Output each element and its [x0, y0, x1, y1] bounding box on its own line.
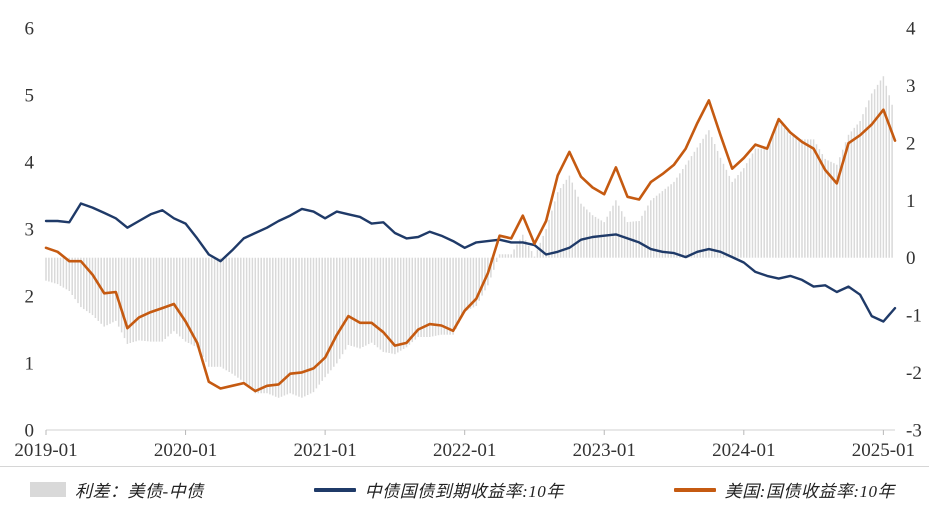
- svg-text:2022-01: 2022-01: [433, 440, 496, 461]
- us-yield-line: [44, 99, 897, 393]
- svg-text:0: 0: [25, 421, 35, 442]
- spread-bar-swatch: [30, 482, 66, 497]
- svg-text:0: 0: [906, 248, 916, 269]
- svg-text:-1: -1: [906, 306, 922, 327]
- svg-text:2: 2: [906, 133, 916, 154]
- china-yield-line: [44, 202, 897, 323]
- legend-label-china-yield: 中债国债到期收益率:10年: [364, 482, 564, 501]
- svg-text:6: 6: [25, 19, 35, 40]
- svg-text:4: 4: [25, 153, 35, 174]
- svg-text:2020-01: 2020-01: [154, 440, 217, 461]
- svg-text:2019-01: 2019-01: [14, 440, 77, 461]
- svg-text:3: 3: [25, 220, 35, 241]
- svg-text:2: 2: [25, 287, 35, 308]
- svg-text:1: 1: [906, 191, 916, 212]
- svg-text:5: 5: [25, 86, 35, 107]
- svg-text:-2: -2: [906, 363, 922, 384]
- svg-text:-3: -3: [906, 421, 922, 442]
- legend-item-china-yield: 中债国债到期收益率:10年: [313, 477, 564, 502]
- us-line-swatch: [673, 487, 716, 492]
- svg-text:2025-01: 2025-01: [852, 440, 915, 461]
- x-axis-labels: 2019-01 2020-01 2021-01 2022-01 2023-01 2024-…: [14, 440, 915, 461]
- spread-bars: [45, 76, 893, 398]
- legend-label-spread: 利差：美债-中债: [75, 482, 204, 501]
- svg-text:2024-01: 2024-01: [712, 440, 775, 461]
- x-axis-ticks: [45, 430, 884, 435]
- legend-item-spread: 利差：美债-中债: [30, 477, 204, 502]
- svg-text:2021-01: 2021-01: [293, 440, 356, 461]
- legend-label-us-yield: 美国:国债收益率:10年: [724, 482, 895, 501]
- chart-area: 0 1 2 3 4 5 6 -3 -2 -1 0 1 2 3 4 2019-01 2020-01 2021-01 2…: [14, 19, 922, 462]
- legend-item-us-yield: 美国:国债收益率:10年: [673, 477, 895, 502]
- svg-text:4: 4: [906, 19, 916, 40]
- left-axis-labels: 0 1 2 3 4 5 6: [25, 19, 35, 442]
- svg-text:1: 1: [25, 354, 35, 375]
- chart-legend: 利差：美债-中债 中债国债到期收益率:10年 美国:国债收益率:10年: [0, 466, 929, 512]
- svg-text:3: 3: [906, 76, 916, 97]
- right-axis-labels: -3 -2 -1 0 1 2 3 4: [906, 19, 922, 442]
- svg-text:2023-01: 2023-01: [573, 440, 636, 461]
- china-line-swatch: [313, 487, 356, 492]
